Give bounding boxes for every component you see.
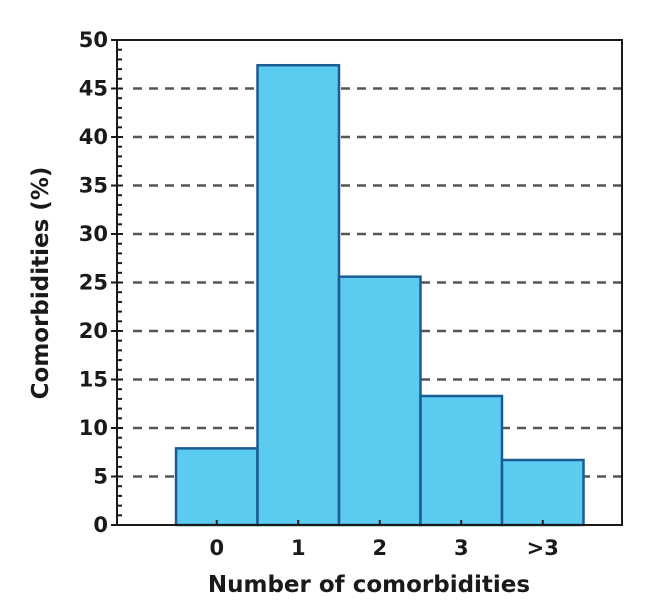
x-tick-label-0: 0 [209,536,224,560]
bar->3 [500,458,585,527]
x-tick-label-1: 1 [291,536,306,560]
y-tick-label-15: 15 [79,368,108,392]
y-axis-ticks: 0 5 10 15 20 25 30 35 40 45 50 [79,28,123,537]
y-tick-label-5: 5 [93,465,108,489]
y-tick-label-0: 0 [93,513,108,537]
x-axis-ticks: 0 1 2 3 >3 [209,520,559,560]
y-tick-label-40: 40 [79,125,108,149]
bar-1 [256,63,341,527]
y-axis-title: Comorbidities (%) [28,167,54,400]
y-tick-label-10: 10 [79,416,108,440]
y-tick-label-20: 20 [79,319,108,343]
y-tick-label-50: 50 [79,28,108,52]
y-tick-label-35: 35 [79,174,108,198]
bar-2 [337,275,422,527]
bar-0 [174,447,259,527]
x-axis-title: Number of comorbidities [208,572,530,598]
x-tick-label-3: 3 [454,536,469,560]
bar-3 [419,394,504,527]
x-tick-label-2: 2 [372,536,387,560]
x-tick-label->3: >3 [527,536,559,560]
y-tick-label-30: 30 [79,222,108,246]
y-tick-label-25: 25 [79,271,108,295]
y-tick-label-45: 45 [79,77,108,101]
bars [174,63,585,527]
